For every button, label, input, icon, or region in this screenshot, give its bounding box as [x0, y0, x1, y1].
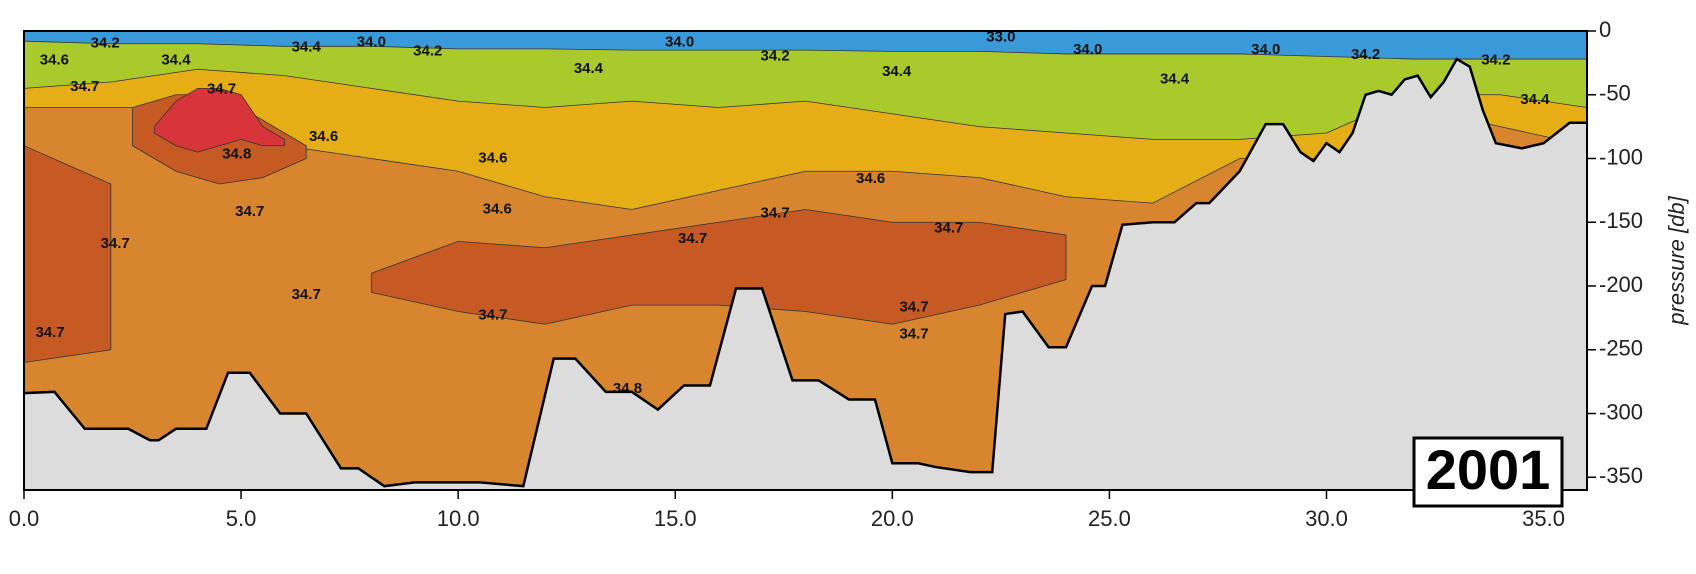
y-tick-label: -150 [1599, 208, 1643, 233]
contour-label: 34.4 [1520, 91, 1550, 108]
contour-label: 34.4 [161, 51, 191, 68]
x-tick-label: 20.0 [871, 506, 914, 531]
contour-label: 33.0 [986, 28, 1015, 45]
y-axis-label: pressure [db] [1664, 195, 1689, 325]
contour-label: 34.0 [1073, 41, 1102, 58]
contour-label: 34.7 [70, 78, 99, 95]
contour-label: 34.0 [665, 33, 694, 50]
contour-label: 34.6 [856, 170, 885, 187]
plot-frame [23, 30, 1588, 491]
x-tick-label: 5.0 [226, 506, 257, 531]
contour-label: 34.7 [934, 220, 963, 237]
contour-label: 34.0 [1251, 41, 1280, 58]
y-tick-label: -100 [1599, 144, 1643, 169]
axes: 0.0 5.0 10.0 15.0 20.0 25.0 30.0 35.0 0 -50 -100 -1… [9, 17, 1689, 531]
y-tick-label: -300 [1599, 399, 1643, 424]
contour-label: 34.0 [357, 33, 386, 50]
contour-label: 34.7 [899, 299, 928, 316]
y-tick-label: -200 [1599, 272, 1643, 297]
annotation-box [1412, 436, 1564, 508]
contour-label: 34.4 [882, 63, 912, 80]
contour-label: 34.8 [222, 146, 251, 163]
contour-label: 34.2 [413, 42, 442, 59]
plot-area: 34.234.6 34.434.4 34.034.234.7 34.734.634.8… [24, 28, 1587, 490]
contour-label: 34.4 [292, 39, 322, 56]
contour-label: 34.7 [678, 230, 707, 247]
x-tick-label: 30.0 [1305, 506, 1348, 531]
x-tick-label: 0.0 [9, 506, 40, 531]
y-tick-label: -350 [1599, 463, 1643, 488]
contour-label: 34.6 [309, 128, 338, 145]
contour-label: 34.7 [207, 81, 236, 98]
contour-label: 34.4 [1160, 70, 1190, 87]
x-tick-label: 15.0 [654, 506, 697, 531]
contour-label: 34.6 [40, 51, 69, 68]
y-tick-label: 0 [1599, 17, 1611, 42]
x-tick-label: 25.0 [1088, 506, 1131, 531]
contour-label: 34.7 [35, 324, 64, 341]
seafloor-line [24, 57, 1587, 488]
salinity-blob [153, 87, 285, 153]
contour-label: 34.7 [899, 325, 928, 342]
salinity-blob [370, 209, 1067, 325]
x-tick-label: 10.0 [437, 506, 480, 531]
contour-label: 34.7 [478, 306, 507, 323]
contour-label: 34.2 [1481, 51, 1510, 68]
seafloor [24, 59, 1587, 490]
contour-label: 34.7 [292, 286, 321, 303]
contour-label: 34.2 [761, 47, 790, 64]
y-tick-label: -50 [1599, 81, 1631, 106]
y-tick-label: -250 [1599, 336, 1643, 361]
contour-label: 34.2 [91, 35, 120, 52]
x-tick-label: 35.0 [1522, 506, 1565, 531]
contour-label: 34.7 [761, 204, 790, 221]
annotation: 2001 [1426, 438, 1551, 501]
salinity-blob [24, 145, 112, 363]
contour-label: 34.6 [478, 149, 507, 166]
contour-label: 34.4 [574, 60, 604, 77]
contour-label: 34.2 [1351, 46, 1380, 63]
contour-label: 34.7 [235, 203, 264, 220]
contour-label: 34.7 [101, 235, 130, 252]
contour-label: 34.6 [483, 200, 512, 217]
